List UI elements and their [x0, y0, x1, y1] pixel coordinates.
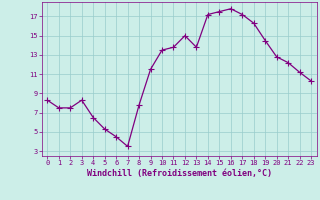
X-axis label: Windchill (Refroidissement éolien,°C): Windchill (Refroidissement éolien,°C) — [87, 169, 272, 178]
